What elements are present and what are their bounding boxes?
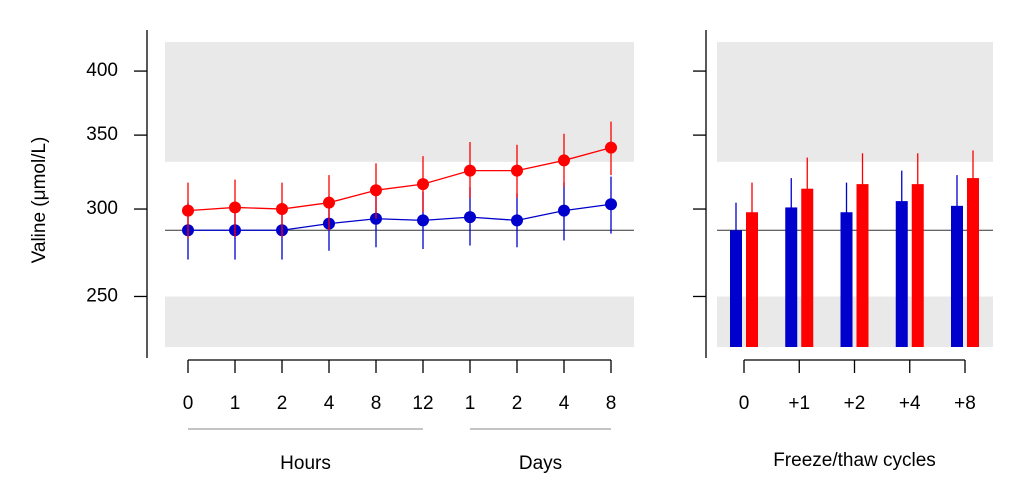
x-tick-label: +1 [788,393,810,414]
x-tick-label: 4 [559,393,570,414]
point [182,204,194,217]
x-tick-label: +8 [954,393,976,414]
point [276,203,288,216]
point [605,141,617,154]
series-line [188,203,612,231]
bar [911,184,924,347]
x-tick-label: 8 [371,393,382,414]
bar [967,178,979,347]
point [417,178,429,191]
bar [856,184,869,347]
x-axis-label: Freeze/thaw cycles [773,450,936,471]
y-tick-label: 400 [86,60,118,81]
x-tick-label: 1 [230,393,241,414]
shaded-range [165,42,634,162]
point [464,164,476,177]
bar [801,188,814,347]
bar [785,207,798,347]
bar [746,212,758,347]
x-group-label: Days [519,453,562,474]
point [417,214,429,227]
y-tick-label: 350 [86,124,118,145]
bar [895,201,908,347]
y-tick-label: 250 [86,285,118,306]
point [464,211,476,224]
point [370,184,382,197]
point [511,214,523,227]
y-tick-label: 300 [86,198,118,219]
x-tick-label: 2 [512,393,523,414]
x-tick-label: 2 [277,393,288,414]
shaded-range [717,42,993,162]
bar [840,212,853,347]
point [323,196,335,209]
x-tick-label: 0 [739,393,750,414]
point [558,154,570,167]
series-line [187,146,612,212]
point [511,164,523,177]
x-tick-label: 8 [606,393,617,414]
point [558,204,570,217]
shaded-range [717,296,993,347]
point [605,198,617,211]
x-tick-label: +4 [899,393,921,414]
y-axis-label: Valine (μmol/L) [29,137,50,264]
bar [951,205,963,347]
x-tick-label: 0 [183,393,194,414]
bar [730,230,742,347]
x-tick-label: +2 [844,393,866,414]
x-group-label: Hours [280,453,331,474]
x-tick-label: 12 [412,393,433,414]
x-tick-label: 4 [324,393,335,414]
x-tick-label: 1 [465,393,476,414]
shaded-range [165,296,634,347]
point [229,201,241,214]
